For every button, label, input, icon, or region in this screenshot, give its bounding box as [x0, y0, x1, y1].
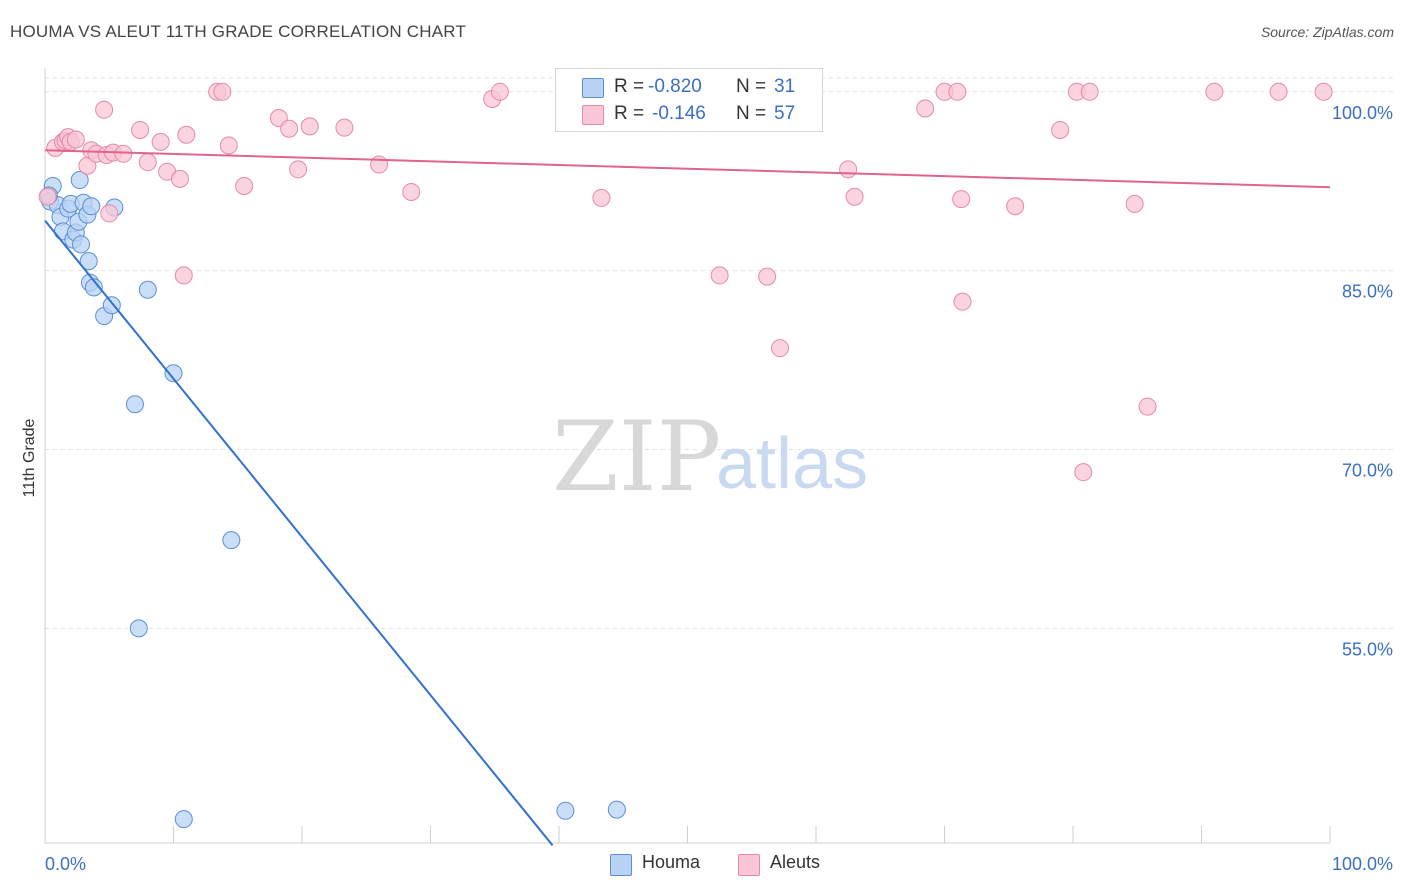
aleuts-point: [289, 160, 308, 179]
aleuts-point: [1314, 82, 1333, 101]
chart-title: HOUMA VS ALEUT 11TH GRADE CORRELATION CH…: [10, 22, 467, 41]
data-points: [38, 82, 1333, 829]
aleuts-point: [948, 82, 967, 101]
aleuts-point: [174, 266, 193, 285]
aleuts-point: [839, 160, 858, 179]
aleuts-point: [1138, 397, 1157, 416]
aleuts-point: [235, 177, 254, 196]
houma-point: [84, 278, 103, 297]
houma-n-label: N =: [736, 76, 767, 97]
aleuts-point: [335, 118, 354, 137]
y-tick-label: 70.0%: [1342, 461, 1393, 481]
houma-point: [70, 171, 89, 190]
stats-row-houma: R = -0.820 N = 31: [556, 76, 822, 100]
watermark-zip: ZIP: [552, 401, 721, 513]
aleuts-n-value: 57: [774, 103, 796, 124]
houma-n-value: 31: [774, 76, 796, 97]
aleuts-point: [1074, 463, 1093, 482]
houma-point: [125, 395, 144, 414]
aleuts-point: [370, 155, 389, 174]
aleuts-point: [845, 187, 864, 206]
aleuts-point: [758, 267, 777, 286]
houma-r-label: R =: [614, 76, 645, 97]
aleuts-trend-line: [44, 149, 1331, 189]
houma-point: [556, 801, 575, 820]
source-label: Source: ZipAtlas.com: [1260, 24, 1394, 40]
watermark-atlas: atlas: [716, 424, 868, 504]
aleuts-point: [953, 292, 972, 311]
aleuts-point: [1125, 194, 1144, 213]
houma-point: [164, 364, 183, 383]
aleuts-point: [131, 120, 150, 139]
legend-label-houma: Houma: [642, 852, 701, 872]
aleuts-point: [1006, 197, 1025, 216]
houma-point: [79, 252, 98, 271]
aleuts-point: [300, 117, 319, 136]
aleuts-point: [710, 266, 729, 285]
grid-lines: [45, 77, 1395, 629]
tick-labels: 55.0% 70.0% 85.0% 100.0% 0.0% 100.0%: [45, 103, 1393, 874]
aleuts-point: [1269, 82, 1288, 101]
aleuts-point: [1051, 120, 1070, 139]
y-tick-label: 100.0%: [1332, 103, 1393, 123]
houma-trend-line: [44, 219, 554, 847]
aleuts-point: [151, 132, 170, 151]
houma-point: [129, 619, 148, 638]
aleuts-point: [916, 99, 935, 118]
aleuts-r-label: R =: [614, 103, 645, 124]
houma-point: [607, 800, 626, 819]
aleuts-point: [100, 204, 119, 223]
aleuts-point: [280, 119, 299, 138]
aleuts-point: [402, 182, 421, 201]
aleuts-point: [38, 187, 57, 206]
y-tick-label: 85.0%: [1342, 282, 1393, 302]
aleuts-point: [177, 125, 196, 144]
x-tick-label-min: 0.0%: [45, 854, 86, 874]
aleuts-point: [213, 82, 232, 101]
legend-label-aleuts: Aleuts: [770, 852, 821, 872]
houma-legend-icon: [610, 854, 632, 876]
houma-point: [222, 531, 241, 550]
aleuts-point: [170, 169, 189, 188]
aleuts-point: [592, 188, 611, 207]
houma-point: [174, 810, 193, 829]
y-tick-label: 55.0%: [1342, 639, 1393, 659]
trend-lines: [44, 149, 1331, 847]
aleuts-r-value: -0.146: [652, 103, 706, 124]
houma-r-value: -0.820: [648, 76, 702, 97]
aleuts-point: [1205, 82, 1224, 101]
aleuts-n-label: N =: [736, 103, 767, 124]
houma-point: [82, 197, 101, 216]
aleuts-point: [219, 136, 238, 155]
aleuts-point: [66, 130, 85, 149]
aleuts-point: [771, 339, 790, 358]
aleuts-point: [952, 190, 971, 209]
stats-row-aleuts: R = -0.146 N = 57: [556, 103, 822, 127]
aleuts-point: [1080, 82, 1099, 101]
aleuts-point: [138, 153, 157, 172]
aleuts-point: [95, 100, 114, 119]
houma-point: [71, 235, 90, 254]
aleuts-legend-icon: [738, 854, 760, 876]
stats-box: R = -0.820 N = 31 R = -0.146 N = 57: [555, 68, 823, 132]
aleuts-point: [490, 82, 509, 101]
aleuts-swatch-icon: [582, 105, 604, 125]
x-tick-label-max: 100.0%: [1332, 854, 1393, 874]
houma-point: [138, 280, 157, 299]
aleuts-point: [114, 144, 133, 163]
houma-swatch-icon: [582, 78, 604, 98]
